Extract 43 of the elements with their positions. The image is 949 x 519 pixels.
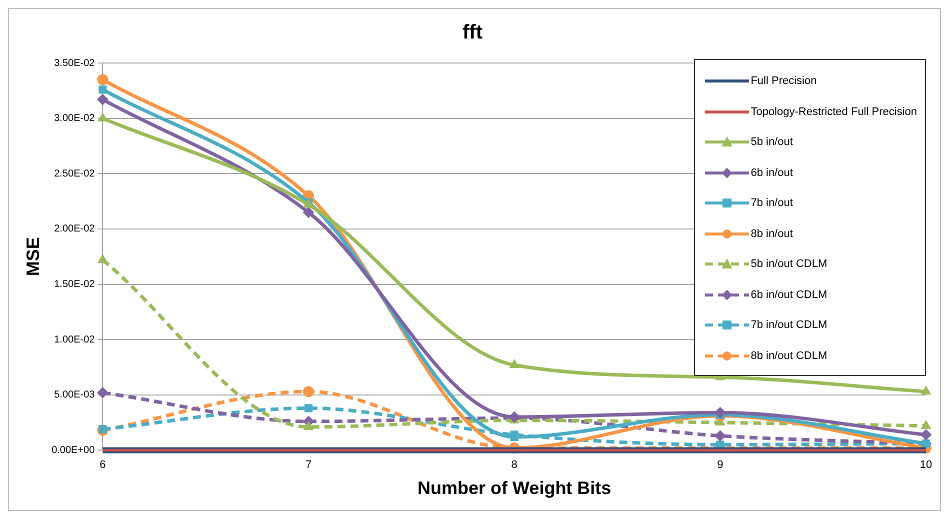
point bbox=[508, 412, 520, 423]
y-tick-label: 1.50E-02 bbox=[54, 279, 96, 290]
y-tick-label: 2.50E-02 bbox=[54, 168, 96, 180]
legend-label: 6b in/out bbox=[750, 166, 793, 179]
point bbox=[304, 404, 313, 412]
point bbox=[510, 360, 520, 368]
legend-label: Full Precision bbox=[750, 75, 817, 88]
chart-title: fft bbox=[462, 22, 483, 44]
y-axis-title: MSE bbox=[22, 237, 43, 276]
legend-label: 5b in/out CDLM bbox=[750, 258, 828, 270]
x-tick-label: 6 bbox=[100, 458, 106, 471]
point bbox=[97, 387, 108, 398]
point bbox=[98, 86, 107, 94]
x-tick-label: 8 bbox=[511, 458, 518, 471]
point bbox=[921, 420, 931, 429]
point bbox=[304, 421, 314, 430]
legend-label: 8b in/out bbox=[750, 228, 793, 240]
x-tick-label: 10 bbox=[920, 458, 932, 471]
point bbox=[303, 206, 314, 218]
point bbox=[714, 430, 726, 442]
point bbox=[98, 425, 107, 434]
y-tick-label: 2.00E-02 bbox=[54, 224, 96, 235]
y-tick-label: 1.00E-02 bbox=[54, 334, 96, 346]
legend-label: 7b in/out CDLM bbox=[750, 319, 828, 332]
y-tick-label: 0.00E+00 bbox=[52, 444, 96, 456]
y-tick-label: 3.50E-02 bbox=[54, 58, 96, 69]
y-tick-label: 3.00E-02 bbox=[54, 113, 96, 124]
point bbox=[97, 94, 108, 106]
legend-label: Topology-Restricted Full Precision bbox=[750, 106, 917, 118]
point bbox=[920, 429, 932, 440]
x-tick-label: 7 bbox=[305, 458, 312, 471]
x-axis-title: Number of Weight Bits bbox=[418, 478, 612, 498]
legend-label: 8b in/out CDLM bbox=[750, 350, 828, 362]
legend-label: 7b in/out bbox=[750, 197, 793, 210]
y-tick-label: 5.00E-03 bbox=[54, 390, 96, 401]
legend-label: 6b in/out CDLM bbox=[750, 288, 828, 301]
point bbox=[303, 386, 314, 398]
legend-label: 5b in/out bbox=[750, 136, 793, 148]
point bbox=[921, 386, 931, 395]
point bbox=[98, 254, 108, 263]
point bbox=[97, 74, 108, 86]
point bbox=[714, 407, 726, 418]
x-tick-label: 9 bbox=[717, 458, 724, 471]
